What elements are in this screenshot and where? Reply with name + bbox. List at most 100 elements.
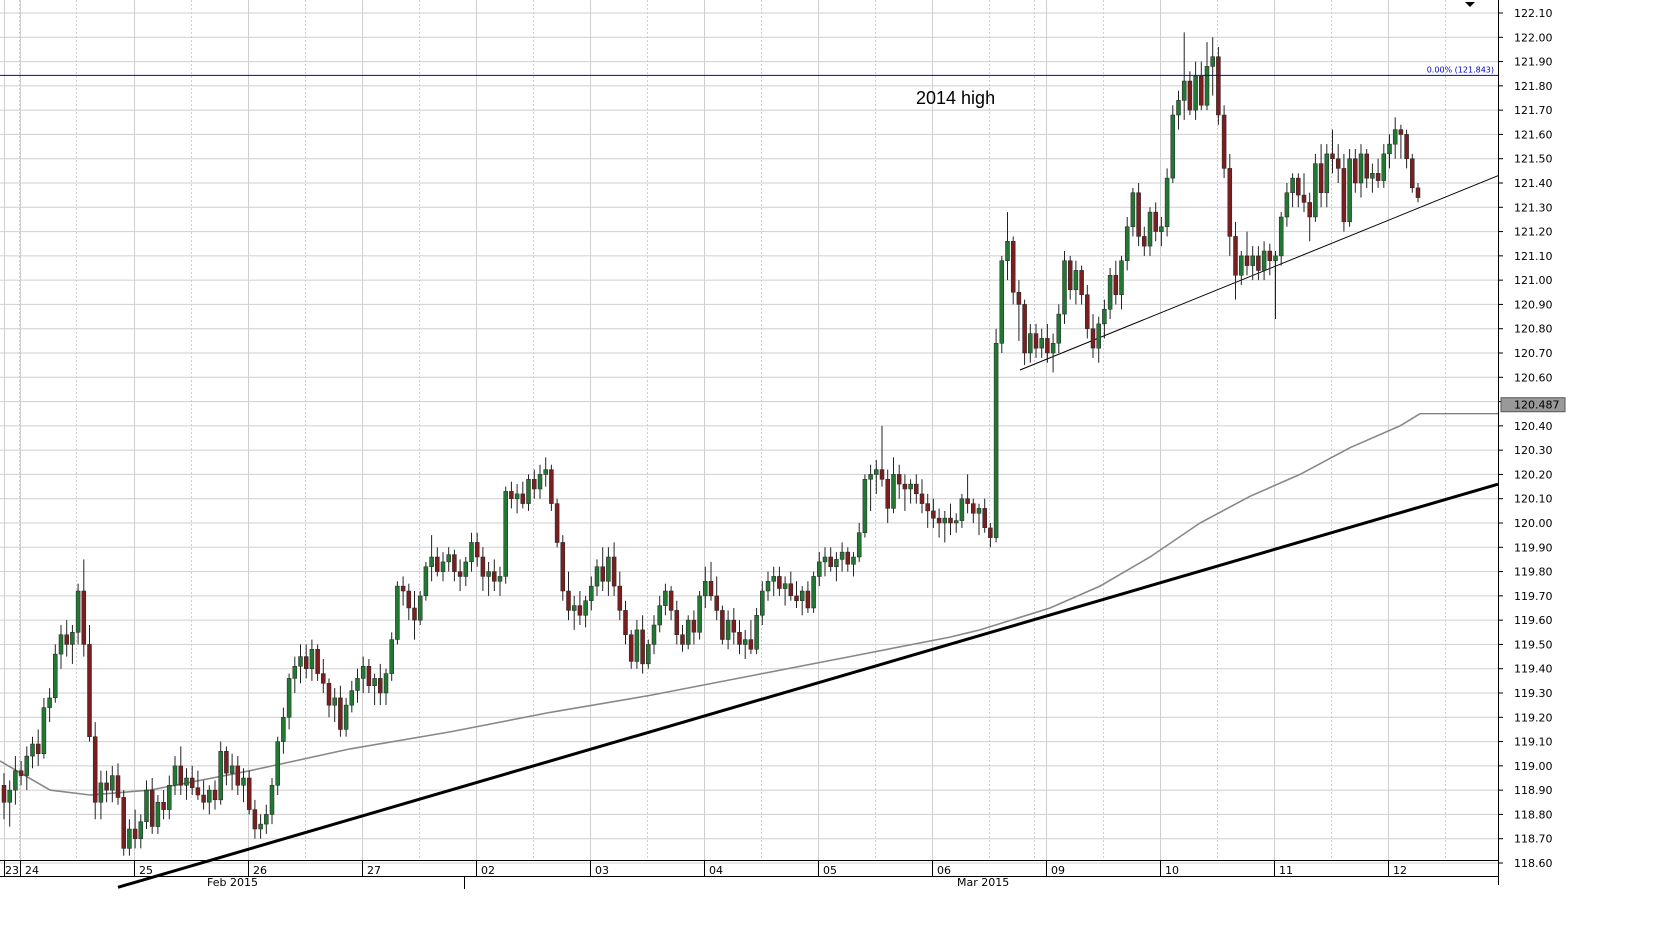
candle bbox=[777, 566, 782, 596]
candle bbox=[372, 673, 377, 706]
candle-body bbox=[834, 559, 839, 567]
scroll-marker-icon bbox=[1465, 2, 1475, 7]
candle-body bbox=[725, 619, 731, 640]
candle-body bbox=[771, 576, 776, 582]
candle bbox=[1142, 226, 1147, 256]
candle bbox=[1267, 243, 1273, 276]
y-tick-label: 119.50 bbox=[1514, 638, 1553, 651]
candle-body bbox=[1062, 260, 1067, 315]
candle bbox=[1039, 328, 1044, 358]
candle-body bbox=[805, 590, 811, 609]
y-tick-label: 119.90 bbox=[1514, 541, 1553, 554]
y-tick-label: 121.70 bbox=[1514, 104, 1553, 117]
candle-body bbox=[988, 527, 993, 538]
candle-body bbox=[720, 610, 725, 640]
candle-body bbox=[1124, 226, 1130, 261]
candle bbox=[611, 542, 617, 596]
candle bbox=[1392, 117, 1398, 159]
candle-body bbox=[1170, 114, 1176, 179]
candle-body bbox=[189, 777, 195, 788]
candle-body bbox=[1261, 250, 1267, 271]
candle-body bbox=[1398, 129, 1404, 135]
candle-body bbox=[452, 554, 457, 572]
fib-level-label: 0.00% (121.843) bbox=[1427, 65, 1494, 74]
candle bbox=[326, 678, 332, 718]
candle bbox=[492, 559, 497, 591]
trendline-thick bbox=[117, 482, 1499, 889]
candle bbox=[691, 610, 697, 645]
candle-body bbox=[1307, 202, 1312, 218]
candle-body bbox=[646, 644, 651, 665]
y-tick-label: 120.30 bbox=[1514, 444, 1553, 457]
candle-body bbox=[919, 493, 925, 504]
candle-body bbox=[155, 802, 161, 827]
candle-body bbox=[338, 697, 343, 730]
candle-body bbox=[349, 690, 355, 706]
candle-body bbox=[1250, 255, 1255, 266]
candle-body bbox=[1153, 211, 1158, 232]
candle-body bbox=[879, 469, 885, 480]
candle bbox=[1415, 183, 1421, 203]
candle bbox=[1330, 129, 1335, 174]
candle bbox=[1216, 47, 1221, 125]
candle-body bbox=[1375, 173, 1381, 181]
candle bbox=[1301, 173, 1307, 213]
candle-body bbox=[1073, 270, 1079, 291]
candle bbox=[1358, 144, 1364, 198]
candle-body bbox=[1221, 114, 1227, 169]
candle bbox=[623, 600, 628, 645]
candle-body bbox=[509, 491, 514, 499]
trendline-layer bbox=[117, 175, 1499, 889]
candle-body bbox=[1193, 75, 1198, 111]
candle-body bbox=[1387, 143, 1392, 155]
candle-body bbox=[212, 789, 218, 801]
candle bbox=[560, 535, 566, 601]
candle bbox=[828, 547, 833, 572]
candle-body bbox=[47, 697, 52, 708]
candle-body bbox=[469, 542, 474, 563]
candle-body bbox=[281, 717, 286, 742]
y-tick-label: 118.60 bbox=[1514, 857, 1553, 870]
candle-body bbox=[440, 561, 446, 572]
candle-body bbox=[115, 775, 121, 798]
candle-body bbox=[1022, 304, 1027, 354]
candle bbox=[993, 328, 999, 543]
candle-body bbox=[184, 777, 189, 786]
candle bbox=[41, 697, 47, 759]
candle-body bbox=[429, 556, 434, 567]
candle bbox=[47, 688, 52, 723]
candle bbox=[246, 770, 252, 815]
candle bbox=[195, 770, 201, 800]
candle bbox=[942, 510, 948, 543]
candle bbox=[1176, 90, 1181, 130]
candle bbox=[1079, 265, 1084, 305]
candle bbox=[959, 493, 965, 528]
candle bbox=[275, 736, 280, 795]
candle bbox=[286, 673, 292, 730]
candle-body bbox=[942, 517, 948, 524]
candle bbox=[834, 552, 839, 582]
candle bbox=[685, 615, 691, 650]
candle-body bbox=[925, 503, 930, 512]
candle-body bbox=[167, 785, 172, 810]
candle bbox=[315, 644, 320, 681]
candle-body bbox=[680, 634, 685, 645]
candle-body bbox=[914, 483, 919, 495]
candle-body bbox=[782, 583, 788, 589]
candle bbox=[1107, 268, 1113, 319]
candle-body bbox=[1045, 338, 1050, 354]
y-tick-label: 121.00 bbox=[1514, 274, 1553, 287]
candle bbox=[138, 814, 144, 849]
candle bbox=[971, 498, 976, 523]
candle-body bbox=[1085, 294, 1090, 329]
candle-body bbox=[1278, 216, 1284, 257]
candle-body bbox=[948, 517, 953, 524]
candle-layer bbox=[1, 32, 1421, 856]
candle bbox=[24, 746, 30, 791]
candle-body bbox=[999, 260, 1005, 344]
candle bbox=[53, 644, 58, 703]
candle bbox=[999, 255, 1005, 353]
y-tick-label: 122.00 bbox=[1514, 31, 1553, 44]
candle-body bbox=[794, 595, 799, 602]
candle-body bbox=[1142, 236, 1147, 247]
